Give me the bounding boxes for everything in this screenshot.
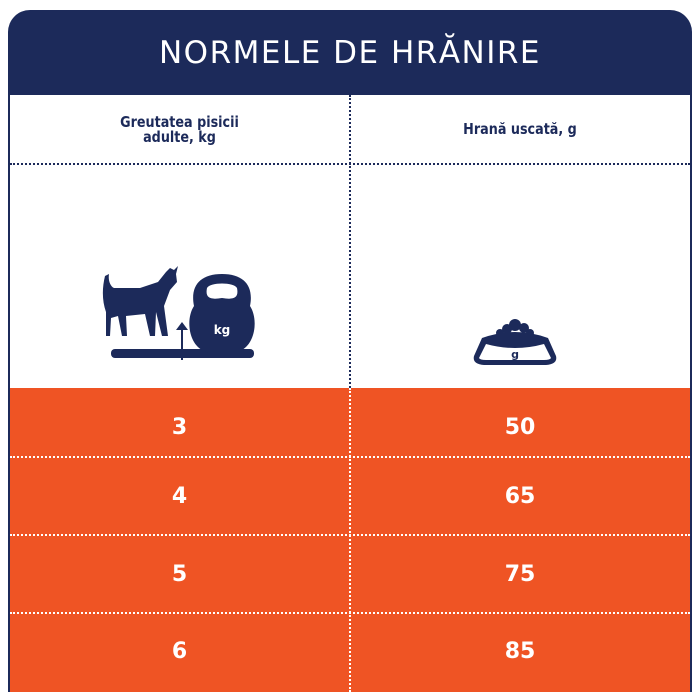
values-section: 3 50 4 65 5 75 6 85 xyxy=(10,388,690,692)
kg-label: kg xyxy=(214,323,231,337)
weight-value: 3 xyxy=(171,414,188,440)
table-body: Greutatea pisicii adulte, kg Hrană uscat… xyxy=(10,95,690,692)
weight-value: 4 xyxy=(171,483,188,509)
table-title: NORMELE DE HRĂNIRE xyxy=(158,34,541,71)
table-row: 5 75 xyxy=(10,535,690,613)
weight-value: 5 xyxy=(171,561,188,587)
weight-value: 6 xyxy=(171,638,188,664)
g-label: g xyxy=(511,348,519,361)
food-value: 65 xyxy=(504,483,536,509)
column-header-weight: Greutatea pisicii adulte, kg xyxy=(120,112,239,146)
feeding-table: NORMELE DE HRĂNIRE Greutatea pisicii adu… xyxy=(8,10,692,692)
row-column-divider xyxy=(349,388,351,692)
food-value: 85 xyxy=(504,638,536,664)
column-header-dry-food: Hrană uscată, g xyxy=(463,120,577,138)
food-bowl-icon: g xyxy=(350,166,690,388)
table-row: 3 50 xyxy=(10,388,690,466)
food-value: 50 xyxy=(504,414,536,440)
cat-kettlebell-scale-icon: kg xyxy=(10,166,349,388)
food-value: 75 xyxy=(504,561,536,587)
table-row: 6 85 xyxy=(10,612,690,690)
table-row: 4 65 xyxy=(10,457,690,535)
